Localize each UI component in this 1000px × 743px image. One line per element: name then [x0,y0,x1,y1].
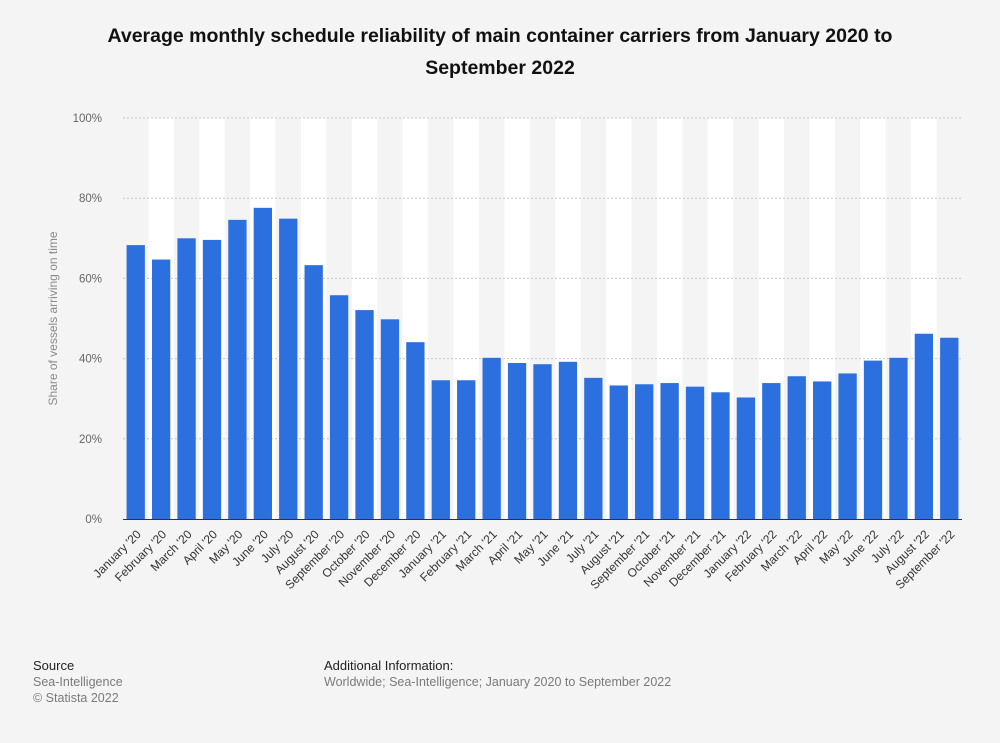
y-tick-label: 100% [73,113,102,125]
bar [355,310,374,519]
additional-info-heading: Additional Information: [324,658,454,673]
bar [177,238,196,520]
bar [406,342,425,519]
bar [457,380,476,519]
bar [279,218,298,519]
bar [253,207,272,519]
bar [202,239,222,520]
bar [736,397,756,519]
bar [126,245,145,519]
bar [635,384,654,519]
source-line: Sea-Intelligence [33,675,123,689]
y-tick-label: 0% [85,514,102,526]
bar [660,383,679,519]
bar [863,360,883,519]
y-axis-title: Share of vessels arriving on time [46,231,60,405]
bar [940,337,959,519]
additional-info-text: Worldwide; Sea-Intelligence; January 202… [324,675,672,689]
bar [507,363,527,519]
source-block: Source Sea-Intelligence © Statista 2022 [33,658,123,706]
bar [787,376,806,519]
bar [762,383,781,519]
bar [609,385,628,519]
y-tick-label: 80% [79,193,102,205]
bar [838,373,857,519]
copyright-line: © Statista 2022 [33,691,119,705]
bar [558,361,578,519]
source-heading: Source [33,658,75,673]
bar [482,357,501,519]
bar [889,357,908,519]
bar [533,364,552,519]
bar [228,219,247,519]
y-tick-label: 40% [79,354,102,366]
bar [711,392,730,519]
additional-info-block: Additional Information: Worldwide; Sea-I… [324,658,671,690]
bar [584,377,603,519]
bar [329,295,349,519]
bar [380,319,400,519]
y-tick-label: 20% [79,434,102,446]
bar [914,333,934,519]
bar [304,265,323,519]
y-tick-label: 60% [79,273,102,285]
chart-title: Average monthly schedule reliability of … [107,25,893,79]
bar [685,386,705,519]
bar [431,380,450,519]
bar [813,381,832,519]
bar [151,259,171,519]
